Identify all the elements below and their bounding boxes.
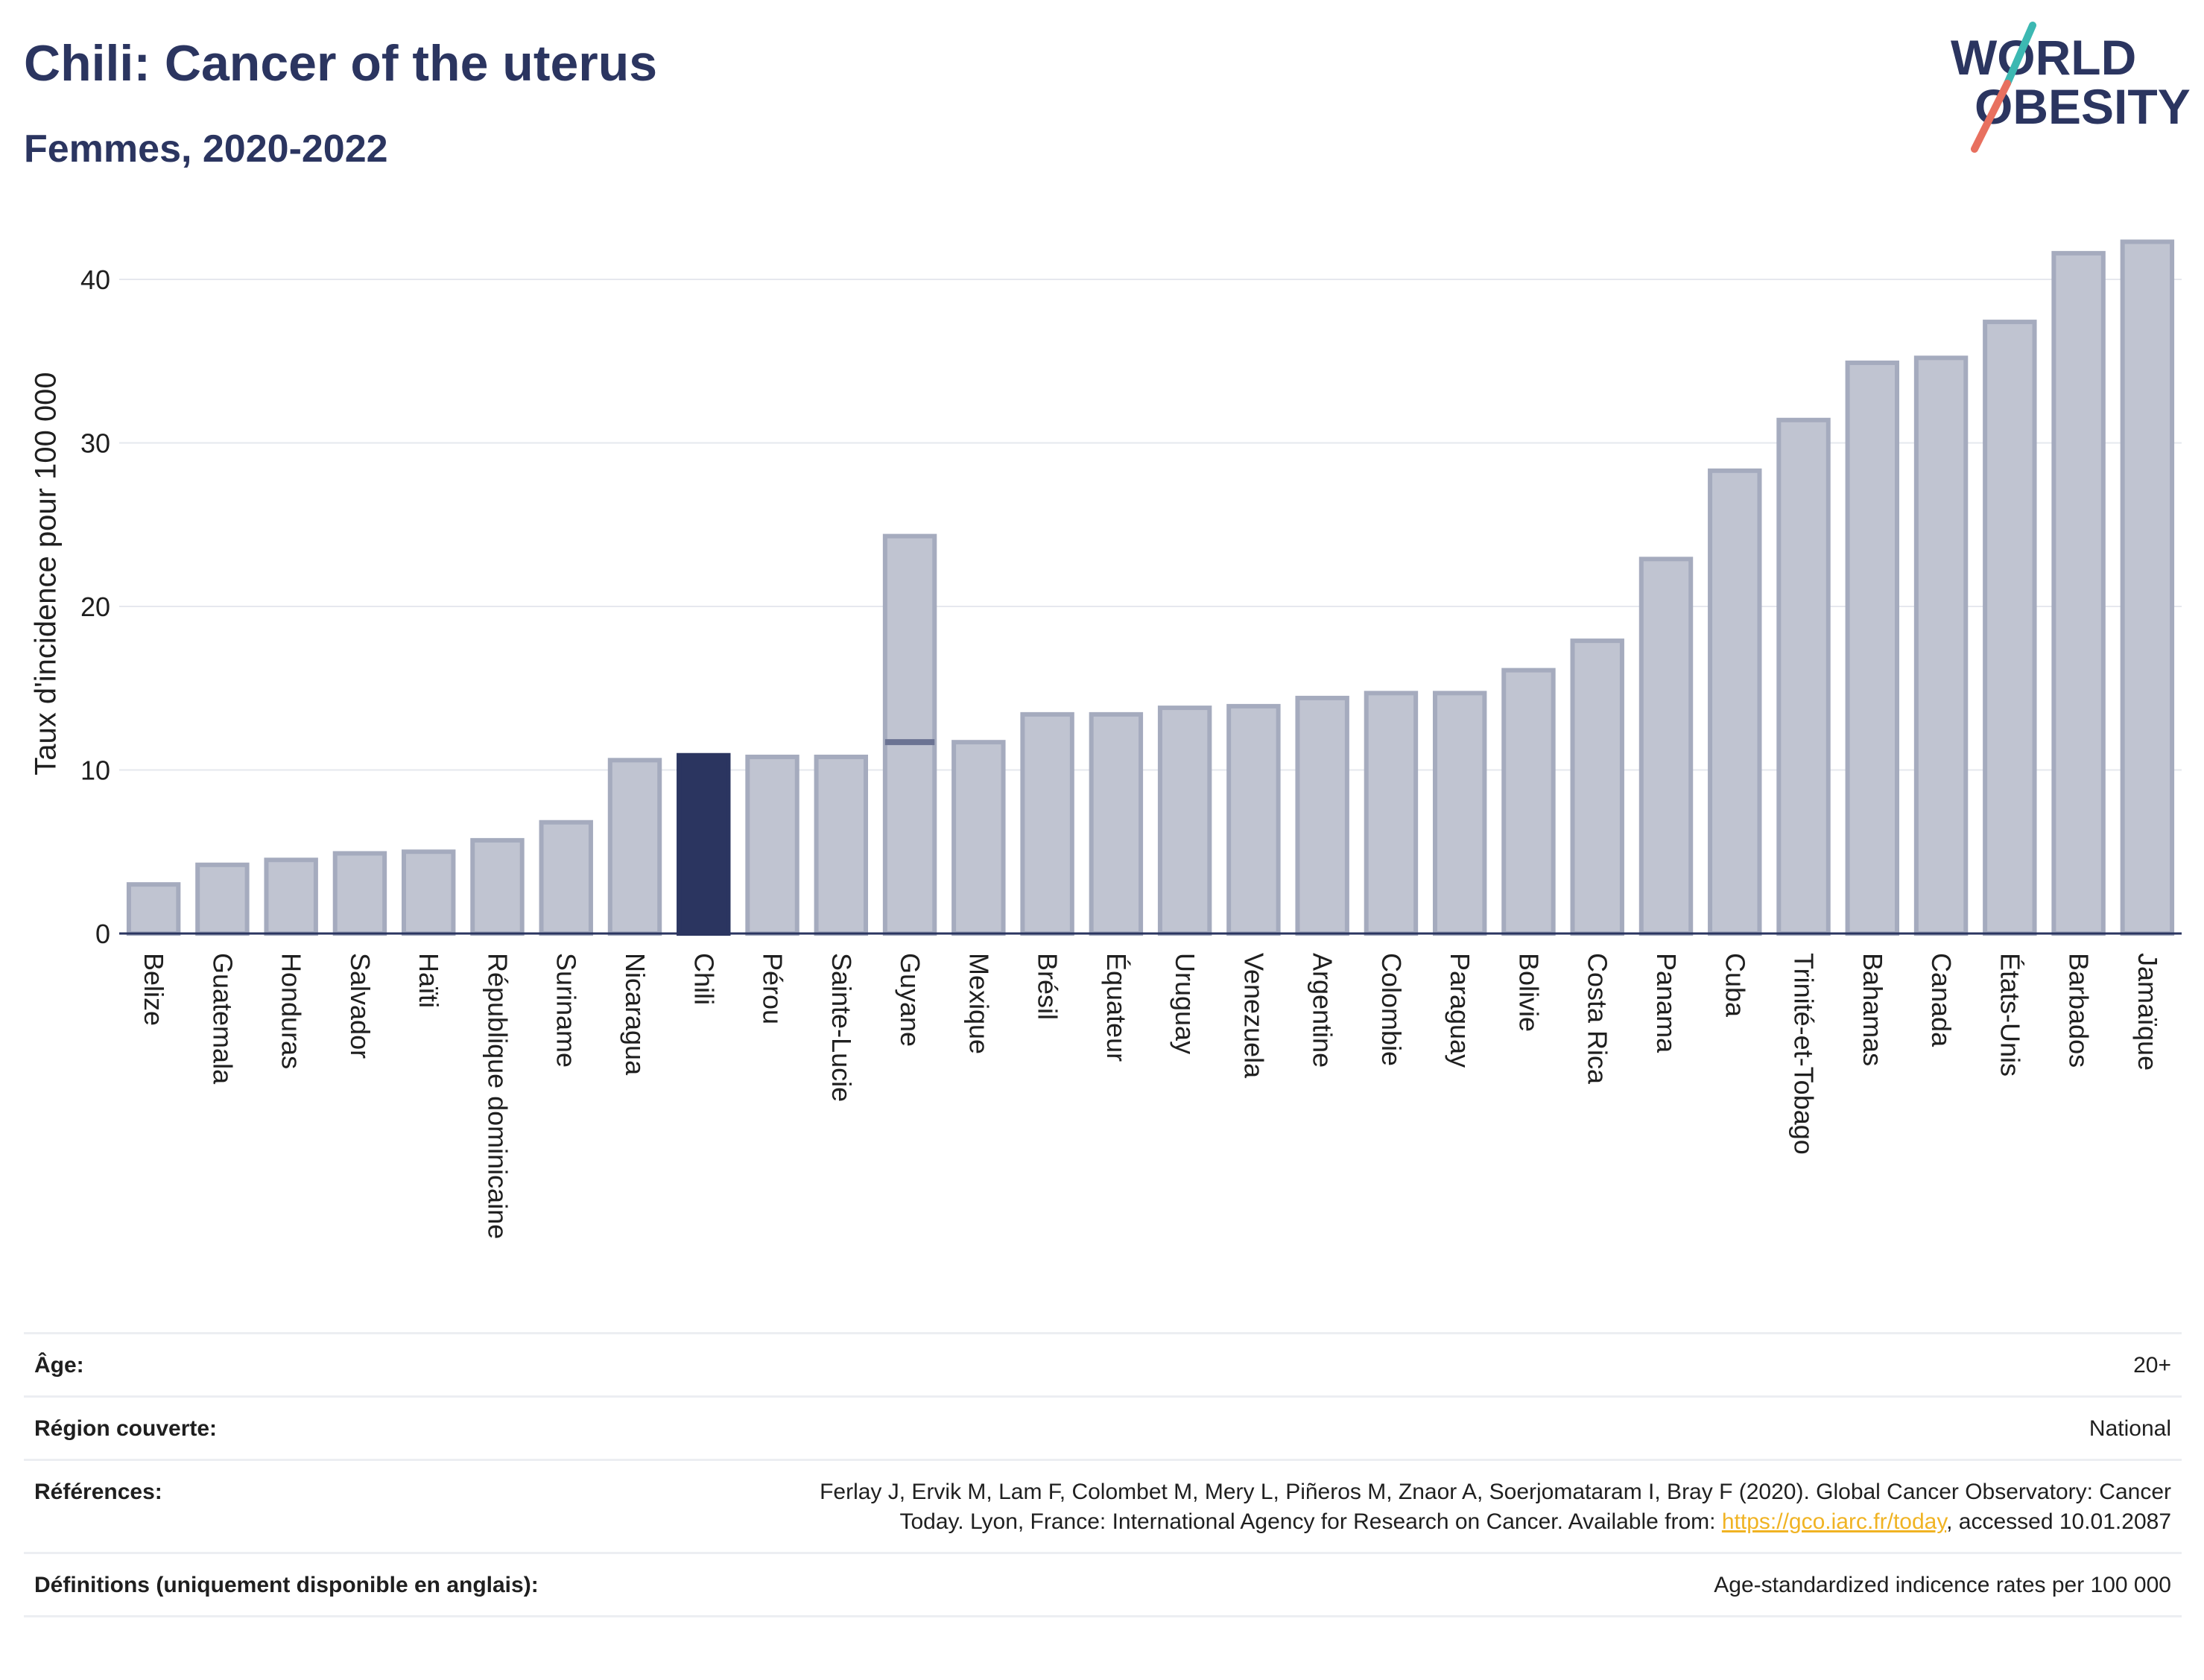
bar [1983, 320, 2037, 936]
bar [1432, 691, 1487, 936]
logo-slash-top [2004, 22, 2036, 87]
y-tick-label: 40 [80, 264, 110, 295]
bar [2120, 239, 2175, 936]
info-label-region: Région couverte: [34, 1416, 218, 1441]
reference-accessed: , accessed 10.01.2087 [1946, 1509, 2171, 1534]
x-tick-label: Belize [139, 953, 169, 1026]
bar [745, 754, 799, 936]
x-tick-label: Salvador [345, 953, 376, 1059]
bar [607, 758, 662, 936]
info-table: Âge: 20+ Région couverte: National Référ… [24, 1332, 2182, 1617]
bar [882, 533, 937, 936]
bar [677, 752, 731, 936]
x-tick-label: Nicaragua [620, 953, 650, 1076]
bar [1364, 691, 1419, 936]
info-value-definitions: Age-standardized indicence rates per 100… [1714, 1573, 2171, 1597]
world-obesity-logo: WORLD OBESITY [1951, 22, 2191, 153]
bar [1226, 703, 1281, 936]
info-label-age: Âge: [34, 1353, 84, 1378]
x-tick-label: République dominicaine [482, 953, 513, 1239]
bar-chart: 0 10 20 30 40 Belize Guatemala Honduras Salvador… [80, 239, 2182, 1239]
x-tick-label: Brésil [1033, 953, 1063, 1020]
x-tick-label: Uruguay [1170, 953, 1200, 1054]
chart-title: Chili: Cancer of the uterus [24, 35, 658, 92]
x-tick-label: Guyane [895, 953, 925, 1047]
bar [951, 740, 1006, 936]
x-tick-label: Venezuela [1238, 953, 1269, 1079]
bar [539, 820, 593, 936]
x-tick-label: Mexique [963, 953, 994, 1054]
bar [470, 837, 525, 936]
info-value-age: 20+ [2133, 1353, 2171, 1378]
bar [1501, 668, 1556, 936]
info-value-region: National [2089, 1416, 2171, 1441]
x-tick-label: Honduras [276, 953, 307, 1069]
info-label-references: Références: [34, 1480, 162, 1504]
info-row-references: Références: Ferlay J, Ervik M, Lam F, Co… [24, 1459, 2182, 1552]
bar [2051, 250, 2106, 936]
bar [1089, 711, 1144, 936]
x-tick-label: États-Unis [1995, 953, 2025, 1077]
y-tick-label: 0 [95, 919, 110, 949]
bar [1570, 638, 1624, 936]
reference-line-1: Ferlay J, Ervik M, Lam F, Colombet M, Me… [820, 1480, 2171, 1504]
x-tick-label: Canada [1926, 953, 1957, 1047]
bar [1913, 355, 1969, 936]
x-tick-label: Cuba [1720, 953, 1750, 1018]
bar [1295, 695, 1349, 936]
x-tick-label: Argentine [1308, 953, 1338, 1068]
info-row-definitions: Définitions (uniquement disponible en an… [24, 1552, 2182, 1617]
y-tick-label: 30 [80, 428, 110, 459]
x-tick-label: Colombie [1376, 953, 1407, 1066]
x-tick-label: Pérou [758, 953, 788, 1024]
logo-text-world: WORLD [1951, 30, 2136, 85]
y-tick-label: 10 [80, 755, 110, 786]
reference-link[interactable]: https://gco.iarc.fr/today [1721, 1509, 1947, 1534]
y-tick-label: 20 [80, 592, 110, 622]
x-tick-label: Haïti [414, 953, 444, 1008]
x-tick-label: Paraguay [1445, 953, 1475, 1068]
x-tick-label: Guatemala [207, 953, 238, 1085]
logo-slash-bottom [1971, 80, 2011, 153]
bar [332, 851, 387, 936]
bar [814, 754, 869, 936]
logo-text-obesity: OBESITY [1975, 79, 2191, 134]
chart-subtitle: Femmes, 2020-2022 [24, 127, 388, 171]
bar [1020, 711, 1074, 936]
x-tick-label: Trinité-et-Tobago [1789, 953, 1820, 1155]
info-label-definitions: Définitions (uniquement disponible en an… [34, 1573, 539, 1597]
info-value-references: Ferlay J, Ervik M, Lam F, Colombet M, Me… [820, 1477, 2171, 1537]
x-tick-label: Jamaïque [2132, 953, 2163, 1071]
bar [1845, 360, 1900, 936]
reference-line-2: Today. Lyon, France: International Agenc… [899, 1509, 1722, 1534]
bar [1708, 468, 1762, 936]
x-tick-label: Bolivie [1513, 953, 1544, 1032]
x-tick-label: Suriname [551, 953, 582, 1068]
x-tick-label: Panama [1651, 953, 1682, 1053]
x-tick-label: Sainte-Lucie [826, 953, 857, 1102]
bar [1638, 557, 1694, 936]
x-tick-label: Barbados [2064, 953, 2094, 1068]
bar [126, 882, 181, 936]
x-tick-label: Chili [688, 953, 719, 1005]
x-tick-label: Équateur [1101, 953, 1132, 1062]
bar [264, 858, 318, 936]
x-tick-label: Costa Rica [1583, 953, 1613, 1085]
bar [1776, 417, 1831, 936]
x-tick-label: Bahamas [1858, 953, 1888, 1066]
info-row-region: Région couverte: National [24, 1395, 2182, 1459]
bar [195, 862, 250, 936]
info-row-age: Âge: 20+ [24, 1332, 2182, 1395]
bar [401, 849, 456, 936]
bar [1157, 706, 1212, 936]
